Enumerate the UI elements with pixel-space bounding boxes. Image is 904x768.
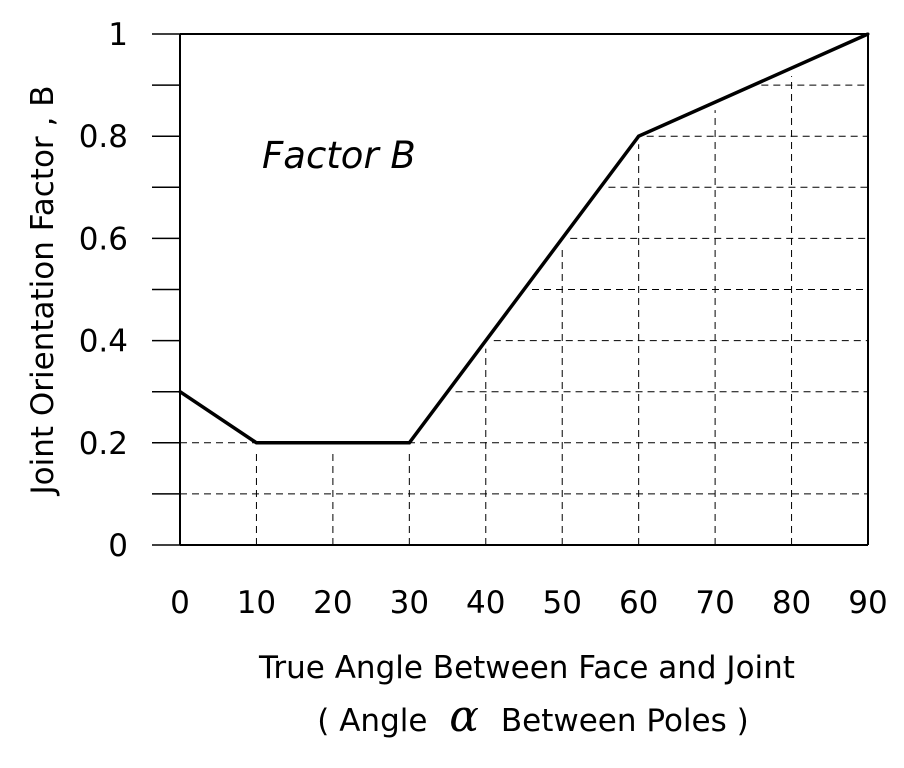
x-tick-label: 30 xyxy=(390,585,429,621)
x-axis-title-line2: ( Angle α Between Poles ) xyxy=(317,691,748,742)
x-tick-label: 60 xyxy=(619,585,658,621)
y-tick-label: 0.2 xyxy=(79,426,128,462)
y-tick-label: 0.4 xyxy=(79,324,128,360)
x-tick-label: 0 xyxy=(170,585,190,621)
axes-layer: 00.20.40.60.810 10 20 30 40 50 60 70 80 90 xyxy=(79,17,888,621)
x-tick-label: 40 xyxy=(466,585,505,621)
y-tick-label: 0.6 xyxy=(79,221,128,257)
factor-b-point xyxy=(866,32,870,36)
chart-annotation: Factor B xyxy=(262,134,416,177)
x-tick-label: 90 xyxy=(848,585,887,621)
y-tick-label: 0.8 xyxy=(79,119,128,155)
x-tick-label: 10 xyxy=(237,585,276,621)
alpha-symbol: α xyxy=(449,691,479,742)
x-axis-title-line1: True Angle Between Face and Joint xyxy=(258,650,795,686)
x-tick-label: 70 xyxy=(695,585,734,621)
factor-b-point xyxy=(407,441,411,445)
factor-b-point xyxy=(637,134,641,138)
x-tick-label: 80 xyxy=(772,585,811,621)
x-axis-title-prefix: ( Angle xyxy=(317,703,427,739)
factor-b-point xyxy=(178,390,182,394)
y-axis-title: Joint Orientation Factor , B xyxy=(25,86,61,497)
series-layer xyxy=(178,32,870,445)
y-tick-label: 1 xyxy=(108,17,128,53)
y-tick-label: 0 xyxy=(108,528,128,564)
x-tick-label: 20 xyxy=(313,585,352,621)
x-tick-label: 50 xyxy=(542,585,581,621)
factor-b-point xyxy=(254,441,258,445)
labels-layer: Factor B Joint Orientation Factor , B Tr… xyxy=(25,86,795,742)
x-axis-title-suffix: Between Poles ) xyxy=(501,703,749,739)
